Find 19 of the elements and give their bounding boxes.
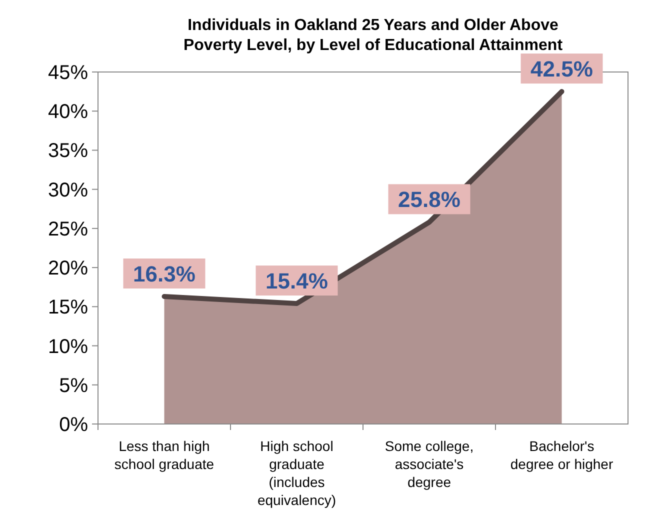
y-tick-label: 20% [48,258,88,280]
x-tick-label: Less than high school graduate [114,438,214,472]
y-tick-label: 5% [59,374,88,397]
data-label: 42.5% [530,56,593,82]
data-label: 25.8% [398,187,460,212]
x-tick-label: Bachelor's degree or higher [510,438,614,472]
y-tick-label: 15% [48,296,88,319]
data-label: 16.3% [133,262,196,286]
chart-title: Individuals in Oakland 25 Years and Older Above Poverty Level, by Level of Educational Attainment [183,17,564,54]
x-tick-label: High school graduate (includes equivalency) [257,438,336,508]
x-tick-label: Some college, associate's degree [384,438,474,490]
data-label: 15.4% [266,268,328,294]
y-tick-label: 40% [48,101,88,124]
y-tick-label: 30% [48,179,88,202]
y-tick-label: 45% [48,62,88,84]
y-tick-label: 0% [59,414,88,436]
y-tick-label: 35% [48,140,88,162]
y-tick-label: 25% [48,218,88,240]
y-tick-label: 10% [48,336,88,358]
